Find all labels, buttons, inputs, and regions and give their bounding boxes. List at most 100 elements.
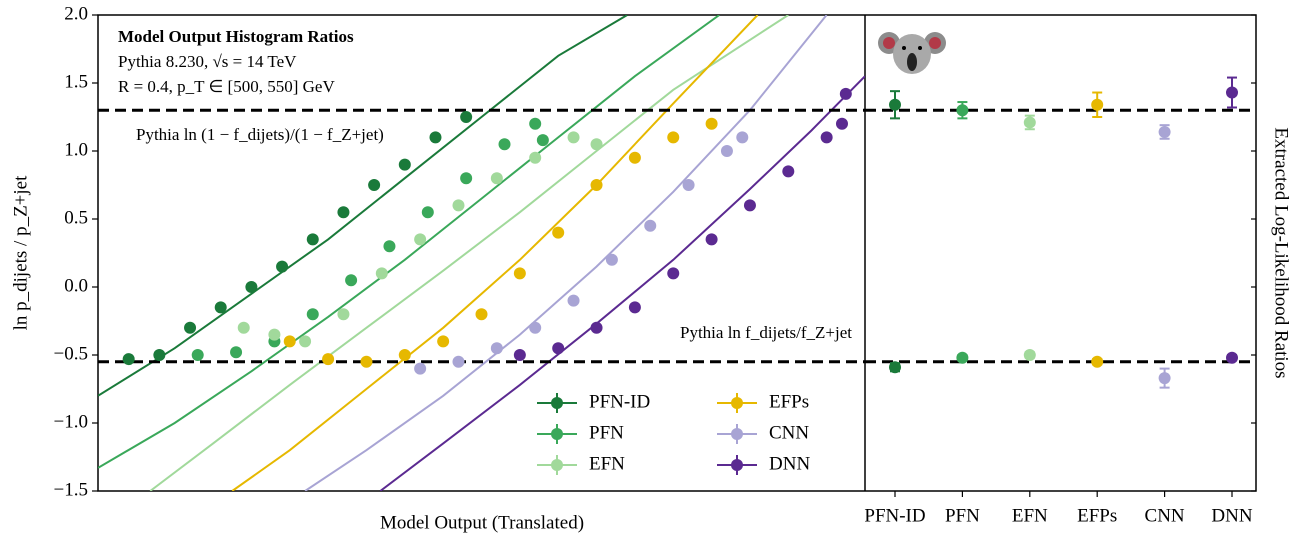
subtitle: Pythia 8.230, √s = 14 TeV: [118, 52, 297, 71]
data-point: [820, 131, 833, 144]
fit-curve: [304, 15, 828, 491]
x-tick-label: EFPs: [1077, 505, 1117, 526]
data-point: [498, 138, 511, 151]
y-tick-label: 0.0: [64, 275, 88, 296]
data-point: [720, 145, 733, 157]
subtitle: R = 0.4, p_T ∈ [500, 550] GeV: [118, 77, 335, 96]
data-point: [398, 158, 411, 171]
data-point: [360, 355, 373, 368]
data-point: [567, 131, 580, 144]
data-point: [345, 274, 358, 287]
data-point: [398, 349, 411, 361]
data-point: [736, 131, 749, 144]
data-point: [889, 361, 901, 374]
data-point: [153, 349, 166, 361]
data-point: [214, 301, 227, 314]
x-tick-label: EFN: [1012, 505, 1048, 526]
data-point: [184, 321, 197, 334]
data-point: [375, 267, 388, 280]
data-point: [437, 335, 450, 348]
data-point: [337, 308, 350, 321]
data-point: [956, 104, 969, 117]
data-point: [567, 294, 580, 307]
hline-label: Pythia ln f_dijets/f_Z+jet: [680, 323, 852, 342]
koala-icon: [878, 32, 946, 74]
y-tick-label: 2.0: [64, 3, 88, 24]
legend-marker: [551, 428, 563, 440]
data-point: [628, 301, 641, 314]
data-point: [513, 267, 526, 280]
data-point: [490, 342, 503, 355]
legend-label: DNN: [769, 453, 810, 474]
data-point: [839, 87, 852, 100]
data-point: [1158, 125, 1171, 138]
data-point: [889, 98, 901, 111]
data-point: [705, 117, 718, 130]
fit-curve: [231, 15, 759, 491]
data-point: [276, 260, 289, 273]
data-point: [460, 172, 473, 185]
data-point: [1091, 98, 1104, 111]
chart-title: Model Output Histogram Ratios: [118, 27, 354, 46]
data-point: [529, 321, 542, 334]
data-point: [605, 253, 618, 266]
data-point: [414, 233, 427, 246]
data-point: [306, 233, 319, 246]
data-point: [1091, 355, 1104, 368]
data-point: [283, 335, 296, 348]
data-point: [237, 321, 250, 334]
fit-curve: [98, 15, 720, 469]
hline-label: Pythia ln (1 − f_dijets)/(1 − f_Z+jet): [136, 125, 384, 144]
data-point: [268, 328, 281, 341]
data-point: [1226, 86, 1238, 99]
legend-marker: [731, 397, 743, 409]
data-point: [452, 355, 465, 368]
y-axis-label: ln p_dijets / p_Z+jet: [10, 175, 31, 331]
data-point: [667, 267, 680, 280]
data-point: [705, 233, 718, 246]
data-point: [1023, 116, 1036, 129]
data-point: [414, 362, 427, 375]
legend-marker: [731, 428, 743, 440]
fit-curve: [379, 75, 865, 491]
y-tick-label: −1.0: [54, 411, 88, 432]
x-axis-label: Model Output (Translated): [380, 512, 584, 533]
y-tick-label: −0.5: [54, 343, 88, 364]
data-point: [230, 346, 243, 359]
legend-marker: [551, 397, 563, 409]
data-point: [513, 349, 526, 361]
y-tick-label: 1.0: [64, 139, 88, 160]
data-point: [337, 206, 350, 219]
legend-marker: [731, 459, 743, 471]
x-tick-label: DNN: [1211, 505, 1252, 526]
x-tick-label: CNN: [1145, 505, 1185, 526]
data-point: [1226, 351, 1238, 364]
data-point: [628, 151, 641, 164]
data-point: [552, 226, 565, 239]
data-point: [590, 321, 603, 334]
data-point: [1158, 372, 1171, 385]
legend-label: PFN: [589, 422, 624, 443]
data-point: [429, 131, 442, 144]
legend-label: EFN: [589, 453, 625, 474]
data-point: [782, 165, 795, 178]
x-tick-label: PFN: [945, 505, 980, 526]
chart-layer: −1.5 −1.0 −0.5 0.0 0.5 1.0 1.5 2.0 PFN-ID PFN EFN E…: [54, 3, 1256, 526]
data-point: [590, 179, 603, 191]
data-point: [490, 172, 503, 185]
data-point: [383, 240, 396, 253]
data-point: [122, 353, 135, 366]
data-point: [191, 349, 204, 361]
y-tick-label: 0.5: [64, 207, 88, 228]
data-point: [368, 179, 381, 191]
data-point: [644, 219, 657, 232]
data-point: [682, 179, 695, 191]
data-point: [536, 134, 549, 147]
data-point: [306, 308, 319, 321]
x-tick-label: PFN-ID: [864, 505, 925, 526]
plot-frame: [97, 14, 1257, 492]
y-tick-label: −1.5: [54, 479, 88, 500]
legend-marker: [551, 459, 563, 471]
data-point: [299, 335, 312, 348]
